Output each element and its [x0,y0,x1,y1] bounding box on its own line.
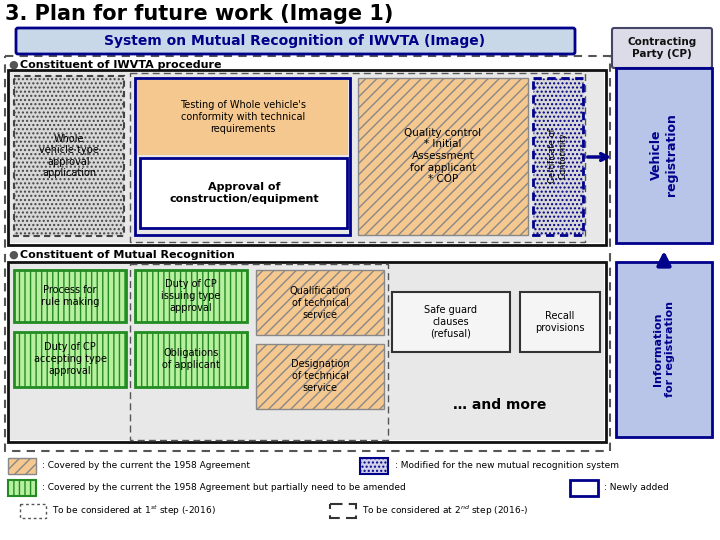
Text: To be considered at 2$^{nd}$ step (2016-): To be considered at 2$^{nd}$ step (2016-… [362,504,528,518]
Bar [10,264,604,440]
Text: : Covered by the current the 1958 Agreement: : Covered by the current the 1958 Agreem… [42,462,250,470]
Text: Quality control
* Initial
Assessment
for applicant
* COP: Quality control * Initial Assessment for… [405,128,482,184]
FancyBboxPatch shape [16,28,575,54]
Bar [14,76,124,236]
Text: System on Mutual Recognition of IWVTA (Image): System on Mutual Recognition of IWVTA (I… [104,34,485,48]
Text: Information
for registration: Information for registration [653,301,675,397]
Bar [137,80,348,155]
Text: Duty of CP
issuing type
approval: Duty of CP issuing type approval [161,279,221,313]
Text: Duty of CP
accepting type
approval: Duty of CP accepting type approval [34,342,107,376]
Text: Designation
of technical
service: Designation of technical service [291,360,349,393]
Text: Constituent of Mutual Recognition: Constituent of Mutual Recognition [20,250,235,260]
Bar [5,56,610,451]
Text: To be considered at 1$^{st}$ step (-2016): To be considered at 1$^{st}$ step (-2016… [52,504,216,518]
Bar [14,270,126,322]
Bar [20,504,46,518]
Text: … and more: … and more [454,398,546,412]
Bar [360,458,388,474]
Bar [135,78,350,235]
Text: Vehicle
registration: Vehicle registration [650,113,678,197]
Bar [256,270,384,335]
Bar [392,292,510,352]
Bar [130,264,388,440]
Text: : Newly added: : Newly added [604,483,669,492]
Text: 3. Plan for future work (Image 1): 3. Plan for future work (Image 1) [5,4,393,24]
Text: Testing of Whole vehicle's
conformity with technical
requirements: Testing of Whole vehicle's conformity wi… [180,100,306,133]
Text: ●: ● [8,250,18,260]
Bar [140,158,347,228]
Text: ●: ● [8,60,18,70]
Bar [570,480,598,496]
Text: Qualification
of technical
service: Qualification of technical service [289,286,351,320]
Text: Contracting
Party (CP): Contracting Party (CP) [627,37,697,59]
Bar [8,70,606,245]
Bar [616,262,712,437]
Bar [358,78,528,235]
Bar [616,68,712,243]
Text: Whole
vehicle type
approval
application: Whole vehicle type approval application [39,133,99,178]
Bar [533,78,583,235]
Text: : Modified for the new mutual recognition system: : Modified for the new mutual recognitio… [395,462,619,470]
Text: Safe guard
clauses
(refusal): Safe guard clauses (refusal) [425,306,477,339]
Bar [8,480,36,496]
FancyBboxPatch shape [612,28,712,68]
Bar [130,73,585,242]
Bar [256,344,384,409]
Text: Process for
rule making: Process for rule making [41,285,99,307]
Text: Constituent of IWVTA procedure: Constituent of IWVTA procedure [20,60,222,70]
Bar [135,270,247,322]
Bar [135,332,247,387]
Text: Recall
provisions: Recall provisions [535,311,585,333]
Bar [330,504,356,518]
Text: Certificate of
Conformity: Certificate of Conformity [549,129,567,183]
Text: : Covered by the current the 1958 Agreement but partially need to be amended: : Covered by the current the 1958 Agreem… [42,483,406,492]
Bar [520,292,600,352]
Bar [8,458,36,474]
Bar [10,72,604,243]
Bar [14,332,126,387]
Bar [8,262,606,442]
Text: Approval of
construction/equipment: Approval of construction/equipment [169,182,319,204]
Text: Obligations
of applicant: Obligations of applicant [162,348,220,370]
